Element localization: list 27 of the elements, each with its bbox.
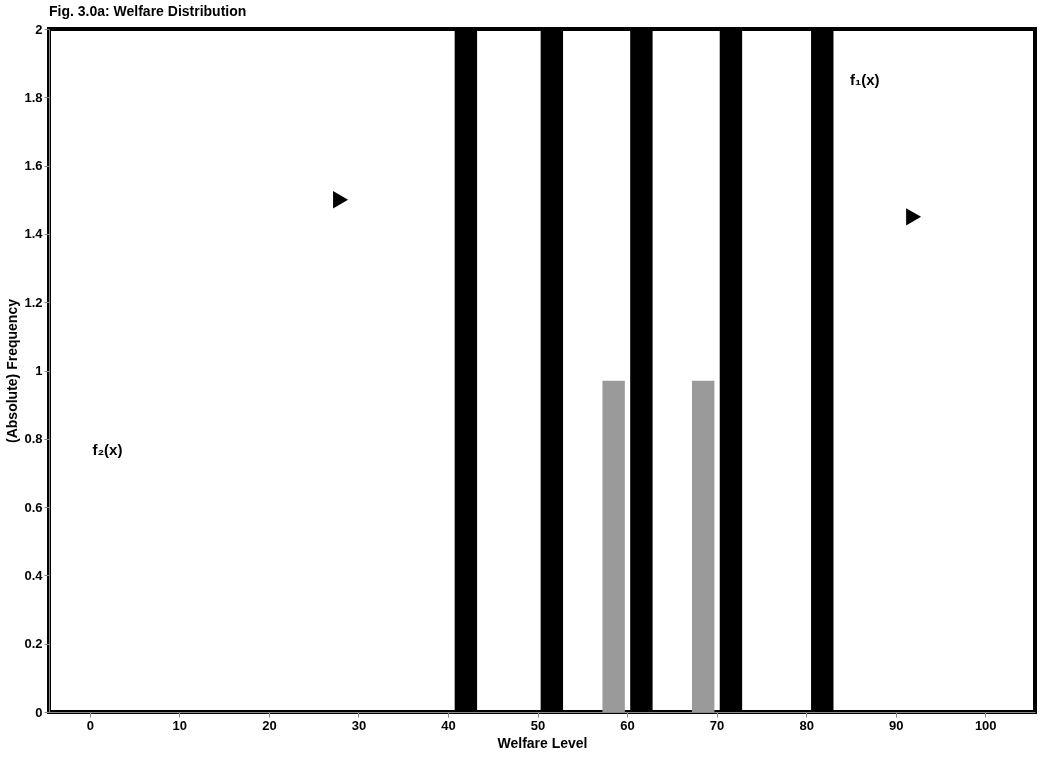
x-tick-label: 60: [620, 717, 635, 733]
x-tick-label: 10: [172, 717, 188, 733]
x-tick-label: 30: [351, 717, 367, 733]
chart-title: Fig. 3.0a: Welfare Distribution: [49, 3, 247, 19]
y-tick-label: 1.8: [24, 89, 43, 105]
x-tick-label: 70: [709, 717, 725, 733]
y-tick-label: 0.6: [24, 499, 43, 515]
x-tick-label: 100: [974, 717, 997, 733]
x-tick-label: 50: [530, 717, 546, 733]
y-tick-label: 0: [35, 704, 43, 720]
x-axis-title: Welfare Level: [497, 734, 588, 751]
y-tick-label: 0.2: [24, 636, 43, 652]
y-tick-label: 1: [35, 363, 43, 378]
y-tick-label: 1.4: [24, 226, 44, 242]
x-tick-label: 90: [888, 717, 904, 733]
y-tick-label: 1.6: [24, 158, 43, 174]
x-tick-label: 80: [799, 717, 814, 733]
annotation: f₂(x): [92, 441, 123, 459]
y-tick-label: 1.2: [24, 294, 43, 310]
y-tick-label: 0.4: [24, 567, 44, 583]
x-tick-label: 20: [262, 717, 277, 733]
y-tick-label: 2: [35, 21, 43, 37]
y-axis-title: (Absolute) Frequency: [4, 298, 21, 443]
x-tick-label: 0: [86, 717, 94, 733]
y-tick-label: 0.8: [24, 431, 43, 447]
x-tick-label: 40: [441, 717, 456, 733]
annotation: f₁(x): [849, 71, 880, 89]
